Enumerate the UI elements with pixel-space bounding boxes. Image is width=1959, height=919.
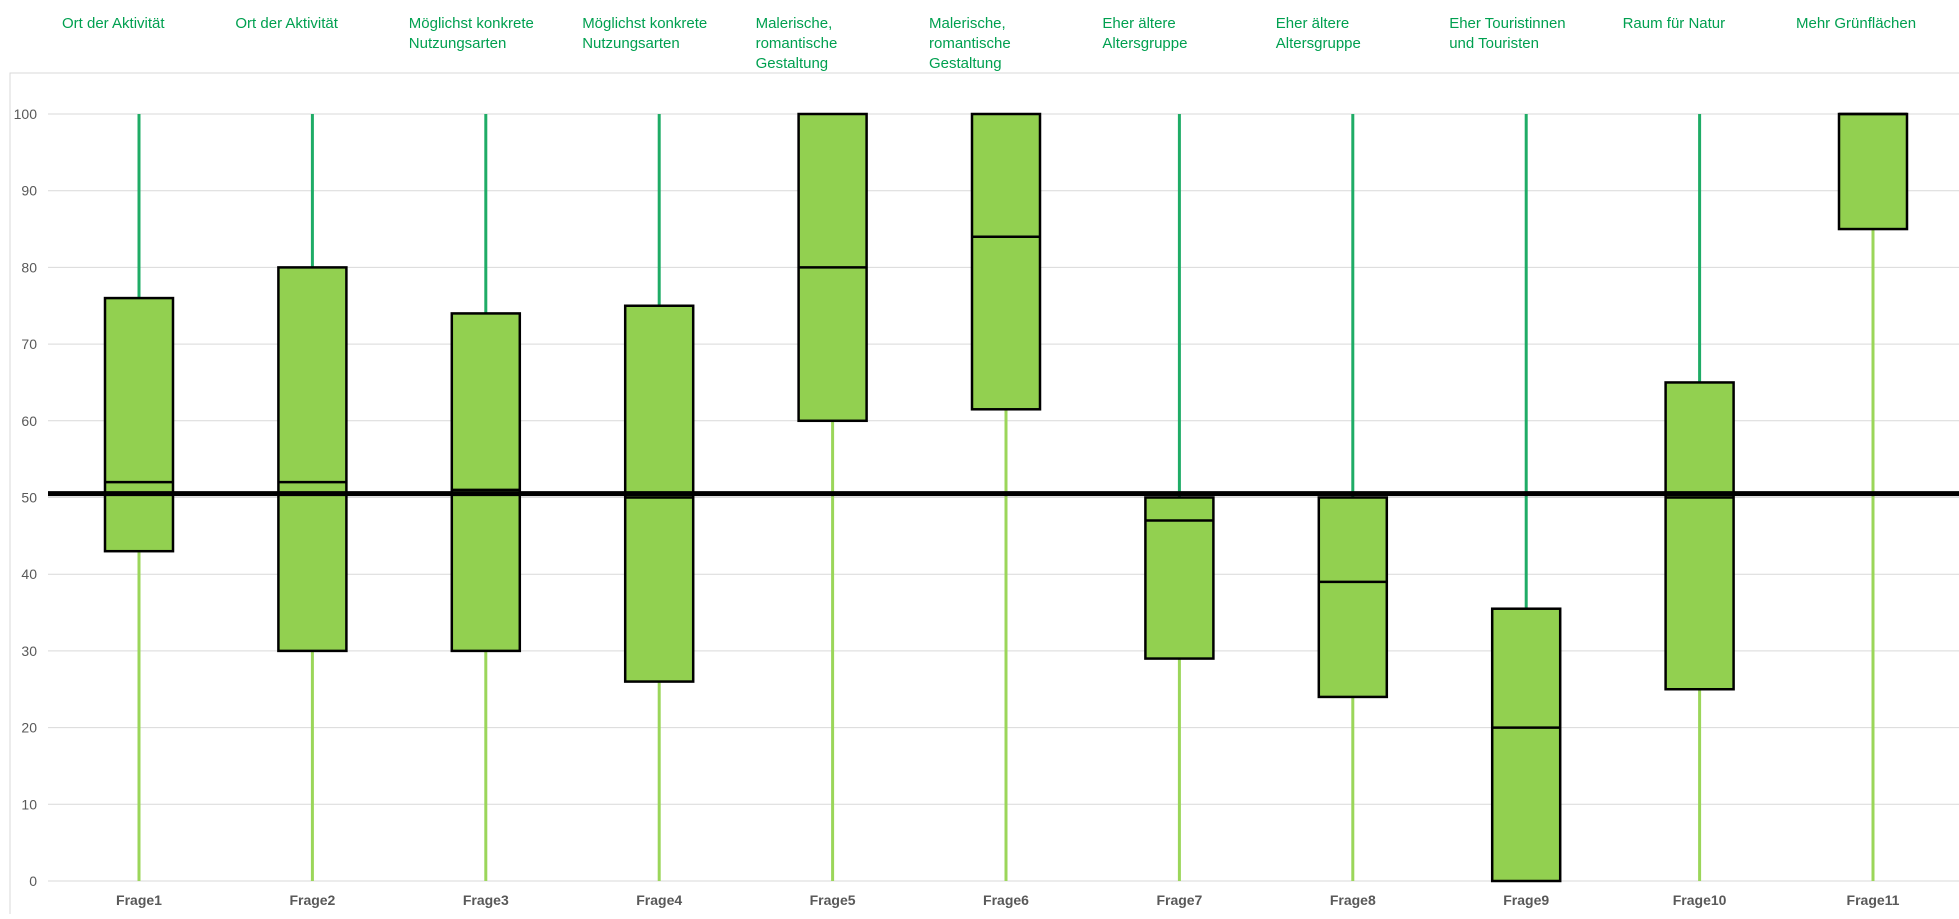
boxes: [103, 112, 1909, 883]
category-description-line: Möglichst konkrete: [582, 15, 707, 32]
y-tick-label: 50: [21, 490, 37, 506]
x-tick-label: Frage6: [983, 892, 1029, 908]
category-description: Malerische, romantische Gestaltung: [929, 15, 1011, 72]
category-description-line: Eher ältere: [1276, 15, 1349, 32]
box: [277, 266, 348, 653]
y-tick-label: 20: [21, 720, 37, 736]
x-tick-label: Frage4: [636, 892, 682, 908]
category-description: Malerische, romantische Gestaltung: [756, 15, 838, 72]
box: [1490, 607, 1562, 883]
y-tick-label: 100: [14, 106, 38, 122]
x-tick-label: Frage9: [1503, 892, 1549, 908]
category-description-line: Malerische,: [929, 15, 1006, 32]
category-description-line: Nutzungsarten: [409, 35, 507, 52]
x-tick-label: Frage1: [116, 892, 162, 908]
y-tick-label: 40: [21, 566, 37, 582]
x-tick-label: Frage7: [1156, 892, 1202, 908]
category-description-line: Ort der Aktivität: [235, 15, 338, 32]
x-axis-ticks: Frage1 Frage2 Frage3 Frage4 Frage5 Frage6 Frag…: [116, 892, 1900, 908]
category-description-line: Malerische,: [756, 15, 833, 32]
y-tick-label: 0: [29, 873, 37, 889]
x-tick-label: Frage5: [810, 892, 856, 908]
box: [1664, 381, 1735, 691]
category-description: Möglichst konkrete Nutzungsarten: [582, 15, 707, 52]
category-description: Eher ältere Altersgruppe: [1102, 15, 1187, 52]
box: [103, 296, 175, 553]
y-tick-label: 10: [21, 796, 37, 812]
box: [1317, 496, 1389, 699]
category-description-line: romantische: [929, 35, 1011, 52]
category-description-line: Gestaltung: [929, 55, 1002, 72]
category-description-line: romantische: [756, 35, 838, 52]
category-description: Eher ältere Altersgruppe: [1276, 15, 1361, 52]
box: [1144, 496, 1215, 660]
y-tick-label: 70: [21, 336, 37, 352]
category-description-line: Altersgruppe: [1102, 35, 1187, 52]
category-description-line: Eher ältere: [1102, 15, 1175, 32]
box: [970, 112, 1042, 411]
category-description-line: Gestaltung: [756, 55, 829, 72]
category-descriptions: Ort der Aktivität Ort der Aktivität Möglic…: [62, 15, 1916, 72]
category-description: Eher Touristinnen und Touristen: [1449, 15, 1565, 52]
x-tick-label: Frage8: [1330, 892, 1376, 908]
category-description-line: Ort der Aktivität: [62, 15, 165, 32]
category-description: Ort der Aktivität: [235, 15, 338, 32]
category-description-line: Eher Touristinnen: [1449, 15, 1565, 32]
box: [450, 312, 522, 653]
category-description: Mehr Grünflächen: [1796, 15, 1916, 32]
x-tick-label: Frage11: [1847, 892, 1900, 908]
y-tick-label: 90: [21, 183, 37, 199]
category-description-line: und Touristen: [1449, 35, 1539, 52]
plot-border: [9, 72, 1959, 919]
x-tick-label: Frage3: [463, 892, 509, 908]
y-axis-ticks: 0 10 20 30 40 50 60 70 80 90 100: [14, 106, 38, 889]
y-tick-label: 30: [21, 643, 37, 659]
category-description-line: Nutzungsarten: [582, 35, 680, 52]
category-description: Möglichst konkrete Nutzungsarten: [409, 15, 534, 52]
plot-frame: [9, 72, 1959, 919]
category-description-line: Mehr Grünflächen: [1796, 15, 1916, 32]
category-description: Raum für Natur: [1623, 15, 1726, 32]
y-tick-label: 60: [21, 413, 37, 429]
category-description-line: Altersgruppe: [1276, 35, 1361, 52]
category-description-line: Möglichst konkrete: [409, 15, 534, 32]
x-tick-label: Frage2: [289, 892, 335, 908]
x-tick-label: Frage10: [1673, 892, 1727, 908]
category-description-line: Raum für Natur: [1623, 15, 1726, 32]
box: [1837, 112, 1909, 231]
category-description: Ort der Aktivität: [62, 15, 165, 32]
y-tick-label: 80: [21, 259, 37, 275]
